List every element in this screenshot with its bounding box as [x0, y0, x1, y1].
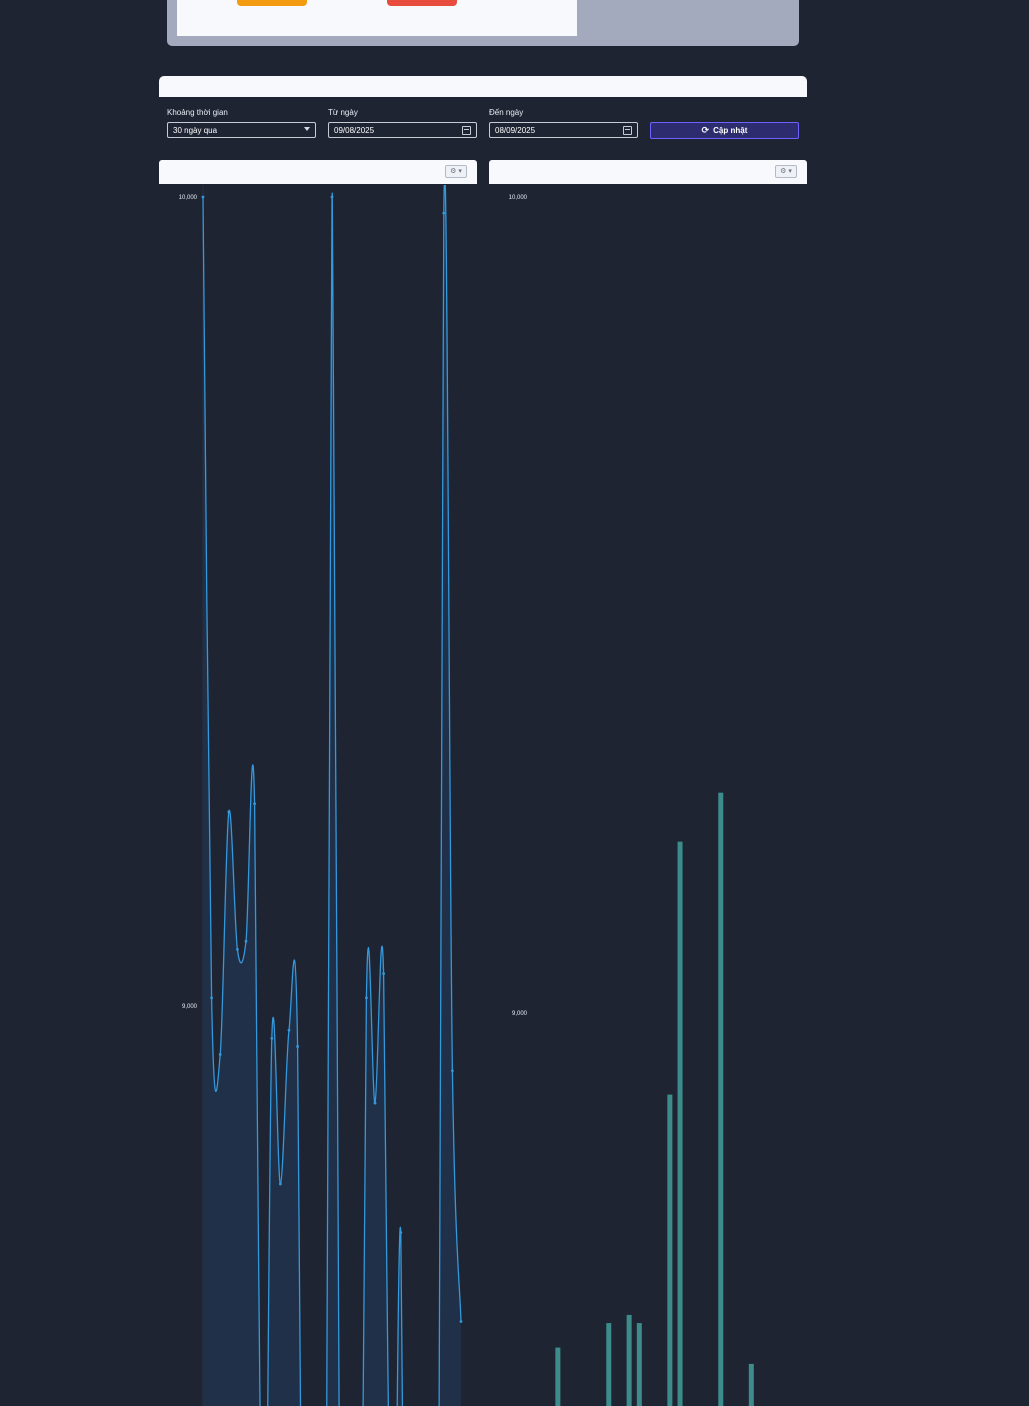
bar	[677, 841, 683, 1406]
series-area	[203, 185, 461, 1406]
data-point	[296, 1045, 299, 1048]
chart-settings-button[interactable]: ⚙ ▾	[775, 165, 797, 178]
data-point	[330, 195, 334, 199]
data-point	[382, 972, 385, 976]
bar	[626, 1314, 632, 1406]
data-point	[218, 1053, 222, 1056]
from-date-input[interactable]: 09/08/2025	[328, 122, 477, 138]
y-tick-label: 10,000	[509, 195, 528, 201]
calendar-icon[interactable]	[462, 126, 471, 135]
range-label: Khoảng thời gian	[167, 108, 228, 117]
bar	[555, 1347, 561, 1406]
data-point	[365, 996, 368, 1000]
data-point	[270, 1036, 274, 1040]
calendar-icon[interactable]	[623, 126, 632, 135]
to-date-value: 08/09/2025	[495, 126, 536, 135]
bar-chart-header: ⚙ ▾	[489, 160, 807, 184]
update-button[interactable]: ⟳ Cập nhật	[650, 122, 799, 139]
line-chart: 9,000 10,000	[179, 185, 463, 1406]
update-button-label: Cập nhật	[713, 126, 748, 135]
bar	[636, 1323, 642, 1406]
bar	[606, 1323, 612, 1406]
bar-chart: 9,000 10,000	[509, 195, 754, 1406]
data-point	[459, 1320, 463, 1323]
gear-icon: ⚙ ▾	[450, 168, 462, 175]
orange-button[interactable]	[237, 0, 307, 6]
y-tick-label: 9,000	[512, 1011, 528, 1017]
to-date-label: Đến ngày	[489, 108, 524, 117]
chart-settings-button[interactable]: ⚙ ▾	[445, 165, 467, 178]
data-point	[244, 939, 248, 943]
bar	[748, 1363, 754, 1406]
y-tick-label: 9,000	[182, 1004, 198, 1010]
data-point	[279, 1182, 282, 1186]
data-point	[236, 947, 239, 951]
data-point	[201, 195, 205, 199]
red-button[interactable]	[387, 0, 457, 6]
chevron-down-icon	[304, 127, 310, 131]
filter-card-header	[159, 76, 807, 97]
gear-icon: ⚙ ▾	[780, 168, 792, 175]
bar	[667, 1094, 673, 1406]
data-point	[442, 211, 446, 215]
data-point	[210, 996, 213, 1000]
y-tick-label: 10,000	[179, 195, 198, 201]
refresh-icon: ⟳	[701, 125, 710, 135]
line-chart-header: ⚙ ▾	[159, 160, 477, 184]
data-point	[373, 1101, 377, 1105]
bar	[718, 792, 724, 1406]
from-date-label: Từ ngày	[328, 108, 358, 117]
from-date-value: 09/08/2025	[334, 126, 375, 135]
range-select-value: 30 ngày qua	[173, 126, 218, 135]
data-point	[399, 1231, 403, 1234]
to-date-input[interactable]: 08/09/2025	[489, 122, 638, 138]
data-point	[451, 1069, 454, 1073]
range-select[interactable]: 30 ngày qua	[167, 122, 316, 138]
data-point	[287, 1028, 291, 1032]
data-point	[253, 802, 256, 806]
data-point	[227, 810, 231, 814]
top-panel-content	[177, 0, 577, 36]
